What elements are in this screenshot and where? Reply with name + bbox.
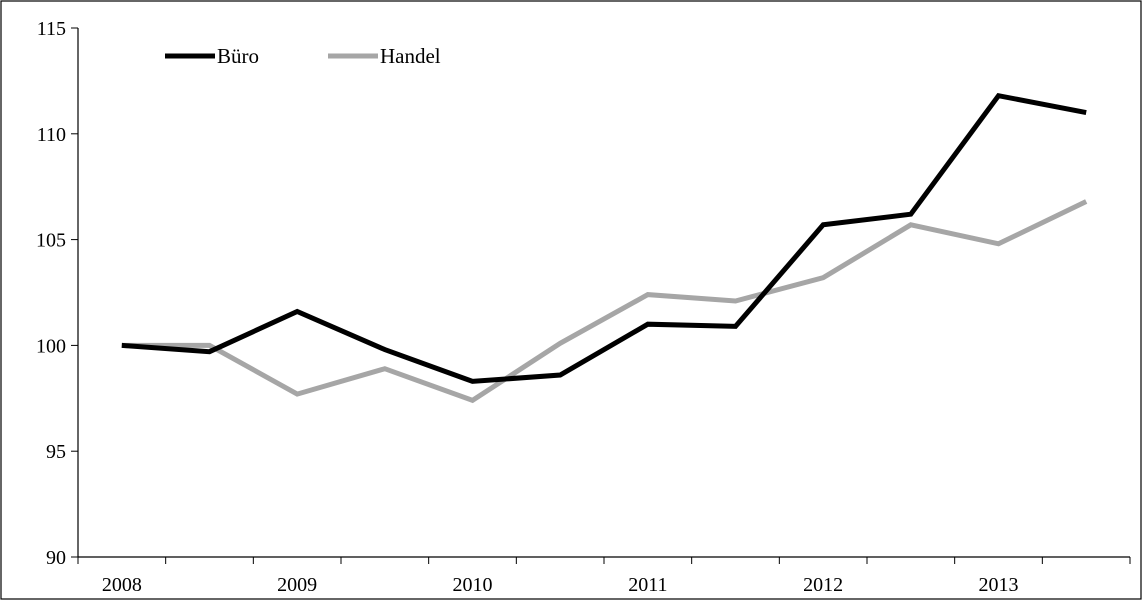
series-group [121,92,1088,404]
series-line-büro [121,92,1087,384]
y-tick-label: 105 [36,230,66,252]
y-ticks: 90 95 100 105 110 115 [36,18,78,569]
x-tick-label: 2012 [803,574,843,596]
legend-label: Handel [380,44,441,68]
x-tick-label: 2008 [102,574,142,596]
y-tick-label: 110 [37,124,66,146]
y-tick-label: 115 [37,18,66,40]
y-tick-label: 95 [46,441,66,463]
x-tick-label: 2013 [979,574,1019,596]
legend: Büro Handel [165,44,441,68]
x-ticks: 2008 2009 2010 2011 2012 2013 [77,557,1131,596]
x-tick-label: 2011 [628,574,667,596]
y-tick-label: 90 [46,547,66,569]
legend-label: Büro [217,44,259,68]
x-tick-label: 2009 [277,574,317,596]
series-line-handel [121,199,1088,404]
x-tick-label: 2010 [453,574,493,596]
y-tick-label: 100 [36,335,66,357]
